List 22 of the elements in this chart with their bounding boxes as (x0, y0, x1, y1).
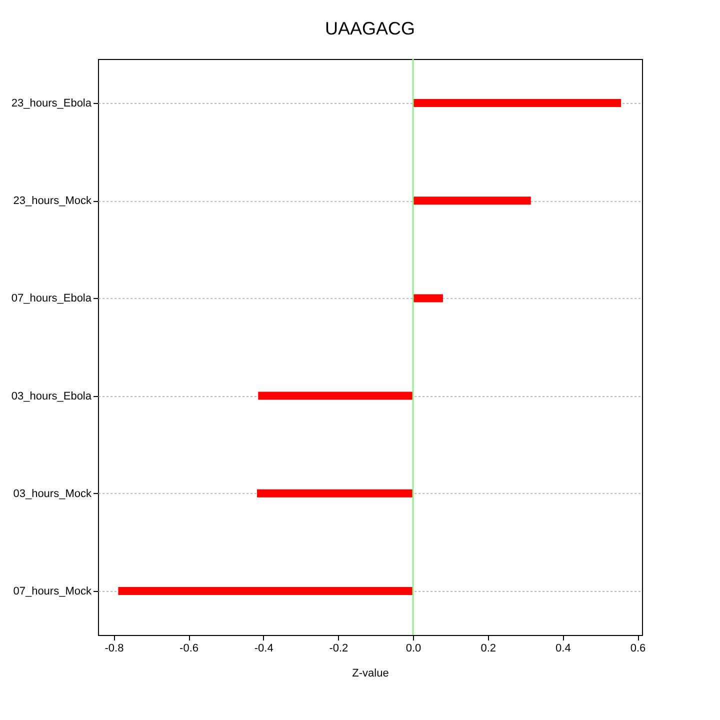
x-tick-label: 0.4 (556, 642, 571, 654)
x-tick-label: -0.6 (180, 642, 199, 654)
chart-title: UAAGACG (324, 18, 416, 38)
bar (118, 586, 414, 595)
bar (413, 294, 443, 302)
y-tick-label: 03_hours_Ebola (11, 390, 92, 402)
bar (413, 196, 531, 205)
bar (413, 99, 622, 108)
x-axis-title: Z-value (352, 668, 389, 680)
y-tick-label: 07_hours_Mock (13, 585, 92, 598)
x-tick-label: -0.8 (104, 642, 124, 654)
x-tick-label: -0.2 (329, 642, 348, 654)
x-tick-label: 0.6 (630, 642, 646, 654)
x-tick-label: 0.0 (406, 642, 422, 654)
bar (257, 489, 414, 498)
y-tick-label: 23_hours_Ebola (11, 98, 92, 110)
x-tick-label: -0.4 (254, 642, 274, 654)
y-tick-label: 03_hours_Mock (13, 488, 92, 500)
bar (258, 392, 414, 400)
y-tick-label: 07_hours_Ebola (11, 292, 92, 305)
y-tick-label: 23_hours_Mock (13, 195, 92, 208)
x-tick-label: 0.2 (480, 642, 496, 654)
